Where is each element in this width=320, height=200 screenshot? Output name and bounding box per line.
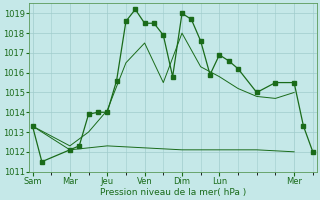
X-axis label: Pression niveau de la mer( hPa ): Pression niveau de la mer( hPa ) xyxy=(100,188,246,197)
